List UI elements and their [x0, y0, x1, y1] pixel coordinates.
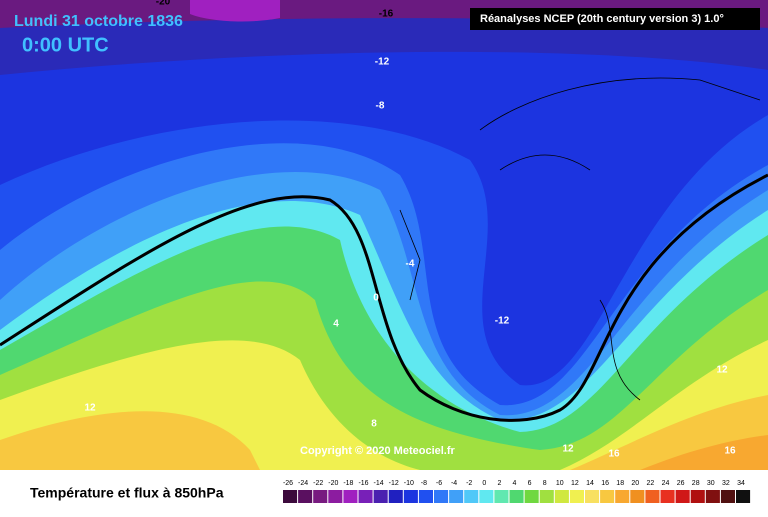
colorbar-swatch — [690, 490, 705, 503]
colorbar-label: -2 — [466, 480, 472, 487]
colorbar-label: -12 — [389, 480, 399, 487]
colorbar-swatch — [736, 490, 751, 503]
colorbar-label: 26 — [677, 480, 685, 487]
colorbar-swatch — [660, 490, 675, 503]
source-box — [470, 8, 760, 30]
colorbar-label: 28 — [692, 480, 700, 487]
colorbar-label: 20 — [631, 480, 639, 487]
contour-label: 8 — [371, 419, 377, 430]
contour-label: 0 — [373, 293, 379, 304]
colorbar: -26 -24 -22 -20 -18 -16 -14 -12 -10 -8 -6 -4 -2 0 2 4 6 8… — [283, 480, 751, 503]
colorbar-swatch — [539, 490, 554, 503]
time: 0:00 UTC — [22, 34, 109, 56]
colorbar-label: 6 — [528, 480, 532, 487]
colorbar-swatch — [524, 490, 539, 503]
colorbar-label: 0 — [482, 480, 486, 487]
colorbar-swatch — [554, 490, 569, 503]
colorbar-swatch — [283, 490, 298, 503]
colorbar-swatch — [358, 490, 373, 503]
colorbar-swatch — [328, 490, 343, 503]
colorbar-label: 32 — [722, 480, 730, 487]
colorbar-label: 4 — [513, 480, 517, 487]
colorbar-swatch — [645, 490, 660, 503]
colorbar-swatch — [615, 490, 630, 503]
colorbar-swatch — [434, 490, 449, 503]
colorbar-swatch — [373, 490, 388, 503]
contour-label: 12 — [562, 444, 574, 455]
colorbar-swatch — [494, 490, 509, 503]
contour-label: -16 — [379, 9, 394, 20]
contour-label: 16 — [608, 449, 620, 460]
contour-label: 4 — [333, 319, 339, 330]
colorbar-swatch — [388, 490, 403, 503]
colorbar-label: 8 — [543, 480, 547, 487]
colorbar-label: -4 — [451, 480, 457, 487]
colorbar-swatch — [418, 490, 433, 503]
colorbar-label: -14 — [374, 480, 384, 487]
date: Lundi 31 octobre 1836 — [14, 13, 183, 30]
legend-title: Température et flux à 850hPa — [30, 485, 224, 501]
colorbar-swatch — [675, 490, 690, 503]
colorbar-swatch — [630, 490, 645, 503]
contour-label: 12 — [84, 403, 96, 414]
colorbar-label: 2 — [497, 480, 501, 487]
colorbar-swatch — [569, 490, 584, 503]
colorbar-label: -10 — [404, 480, 414, 487]
colorbar-label: 30 — [707, 480, 715, 487]
colorbar-swatch — [464, 490, 479, 503]
colorbar-swatch — [705, 490, 720, 503]
contour-label: -4 — [406, 259, 415, 270]
colorbar-label: -18 — [343, 480, 353, 487]
contour-label: 12 — [716, 365, 728, 376]
colorbar-swatch — [313, 490, 328, 503]
colorbar-label: 24 — [662, 480, 670, 487]
colorbar-label: 22 — [647, 480, 655, 487]
colorbar-label: 14 — [586, 480, 594, 487]
colorbar-label: 12 — [571, 480, 579, 487]
colorbar-label: 34 — [737, 480, 745, 487]
colorbar-swatch — [403, 490, 418, 503]
colorbar-label: -26 — [283, 480, 293, 487]
contour-label: 16 — [724, 446, 736, 457]
contour-labels: -20 -16 -12 -8 -4 0 4 8 12 -12 12 16 16 … — [84, 0, 736, 460]
contour-label: -12 — [495, 316, 510, 327]
colorbar-label: 16 — [601, 480, 609, 487]
colorbar-label: -24 — [298, 480, 308, 487]
colorbar-label: -20 — [328, 480, 338, 487]
temperature-field — [0, 0, 768, 471]
colorbar-swatch — [585, 490, 600, 503]
colorbar-label: 18 — [616, 480, 624, 487]
colorbar-label: -16 — [358, 480, 368, 487]
colorbar-swatch — [449, 490, 464, 503]
colorbar-swatch — [509, 490, 524, 503]
colorbar-label: -6 — [436, 480, 442, 487]
colorbar-swatch — [298, 490, 313, 503]
contour-label: -8 — [376, 101, 385, 112]
colorbar-label: -8 — [421, 480, 427, 487]
source: Réanalyses NCEP (20th century version 3)… — [480, 13, 724, 25]
colorbar-swatch — [479, 490, 494, 503]
contour-label: -12 — [375, 57, 390, 68]
colorbar-swatch — [343, 490, 358, 503]
copyright: Copyright © 2020 Meteociel.fr — [300, 445, 456, 457]
colorbar-label: -22 — [313, 480, 323, 487]
colorbar-swatch — [720, 490, 735, 503]
colorbar-label: 10 — [556, 480, 564, 487]
colorbar-swatch — [600, 490, 615, 503]
contour-label: -20 — [156, 0, 171, 8]
